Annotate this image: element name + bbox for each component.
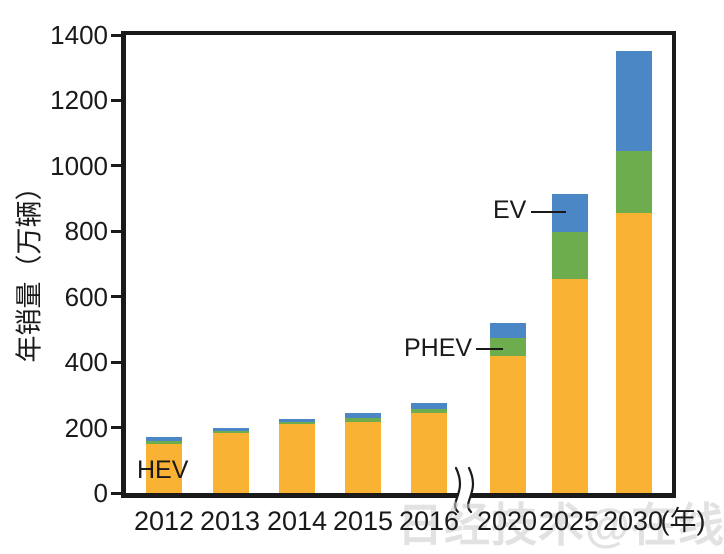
y-tick-600 bbox=[111, 295, 121, 299]
bar-segment-PHEV-2020 bbox=[490, 338, 526, 356]
y-tick-label-0: 0 bbox=[93, 478, 108, 508]
bar-segment-HEV-2030 bbox=[616, 213, 652, 493]
y-tick-label-200: 200 bbox=[64, 412, 108, 443]
x-axis-unit-label: (年) bbox=[660, 506, 706, 536]
y-tick-label-800: 800 bbox=[64, 216, 108, 247]
bar-segment-PHEV-2014 bbox=[279, 422, 315, 424]
bar-segment-HEV-2013 bbox=[213, 433, 249, 493]
bar-segment-HEV-2025 bbox=[552, 279, 588, 493]
y-axis-title: 年销量（万辆） bbox=[14, 173, 45, 363]
bar-segment-EV-2025 bbox=[552, 194, 588, 232]
bar-segment-PHEV-2030 bbox=[616, 151, 652, 213]
y-tick-1000 bbox=[111, 164, 121, 168]
bar-segment-EV-2020 bbox=[490, 323, 526, 338]
bar-segment-EV-2030 bbox=[616, 51, 652, 151]
annotation-line-EV bbox=[531, 211, 566, 213]
bar-segment-EV-2016 bbox=[411, 403, 447, 409]
x-tick-label-2012: 2012 bbox=[133, 506, 195, 536]
bar-segment-PHEV-2015 bbox=[345, 418, 381, 422]
annotation-label-HEV: HEV bbox=[137, 456, 189, 484]
bar-segment-HEV-2016 bbox=[411, 413, 447, 493]
y-tick-200 bbox=[111, 426, 121, 430]
watermark: 日经技术@在线! bbox=[397, 499, 724, 551]
x-tick-label-2030: 2030 bbox=[602, 506, 664, 536]
annotation-label-EV: EV bbox=[493, 196, 527, 224]
y-tick-label-400: 400 bbox=[64, 347, 108, 378]
bar-segment-EV-2013 bbox=[213, 428, 249, 431]
bar-segment-EV-2012 bbox=[146, 437, 182, 441]
axis-break-icon bbox=[454, 466, 475, 514]
bar-segment-EV-2014 bbox=[279, 419, 315, 422]
y-tick-400 bbox=[111, 360, 121, 364]
x-tick-label-2020: 2020 bbox=[476, 506, 538, 536]
bar-segment-EV-2015 bbox=[345, 413, 381, 418]
y-tick-label-1400: 1400 bbox=[50, 20, 108, 50]
y-tick-label-600: 600 bbox=[64, 281, 108, 312]
x-tick-label-2015: 2015 bbox=[332, 506, 394, 536]
x-tick-label-2014: 2014 bbox=[266, 506, 328, 536]
x-tick-label-2025: 2025 bbox=[538, 506, 600, 536]
annotation-line-PHEV bbox=[476, 348, 503, 350]
bar-segment-HEV-2020 bbox=[490, 356, 526, 493]
bar-segment-HEV-2012 bbox=[146, 444, 182, 493]
bar-segment-PHEV-2012 bbox=[146, 441, 182, 444]
y-tick-800 bbox=[111, 229, 121, 233]
y-tick-label-1200: 1200 bbox=[50, 85, 108, 116]
plot-area-frame bbox=[121, 31, 676, 498]
bar-segment-PHEV-2025 bbox=[552, 232, 588, 279]
bar-segment-PHEV-2013 bbox=[213, 431, 249, 433]
y-tick-0 bbox=[111, 491, 121, 495]
y-tick-1200 bbox=[111, 98, 121, 102]
bar-segment-HEV-2014 bbox=[279, 424, 315, 493]
x-tick-label-2016: 2016 bbox=[398, 506, 460, 536]
annotation-label-PHEV: PHEV bbox=[404, 334, 473, 362]
bar-segment-HEV-2015 bbox=[345, 422, 381, 493]
bar-segment-PHEV-2016 bbox=[411, 409, 447, 413]
x-tick-label-2013: 2013 bbox=[199, 506, 261, 536]
y-tick-1400 bbox=[111, 33, 121, 37]
y-tick-label-1000: 1000 bbox=[50, 150, 108, 181]
